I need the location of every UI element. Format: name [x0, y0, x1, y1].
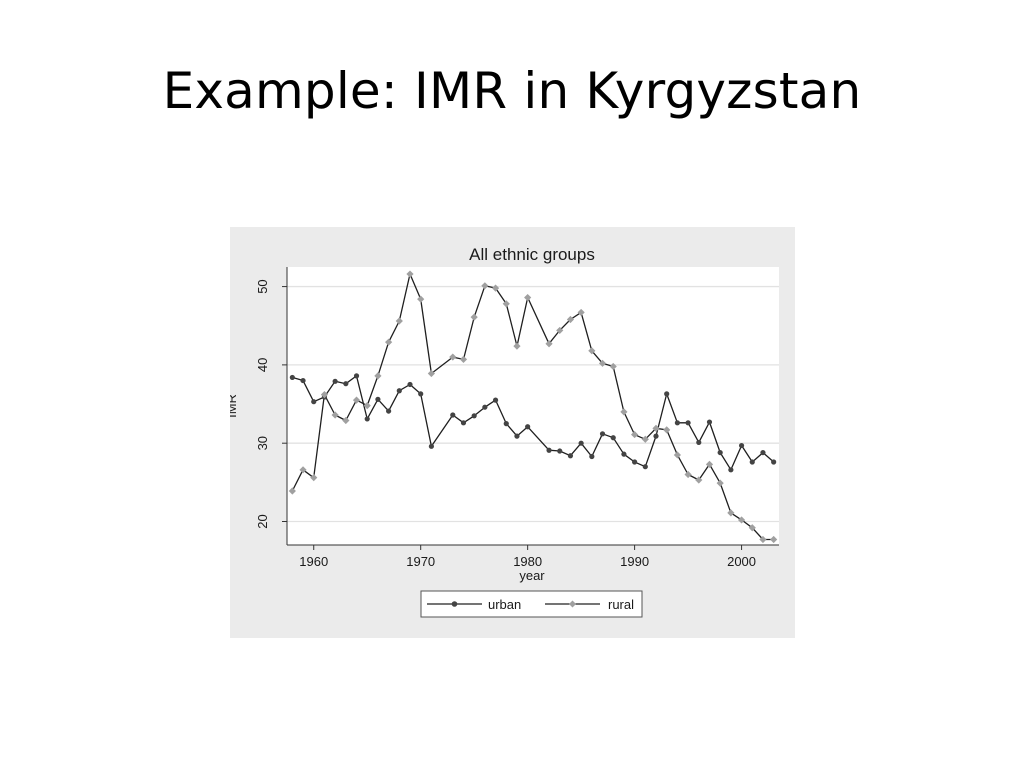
rural-point-1979 [513, 342, 521, 350]
legend-urban-marker [451, 601, 458, 607]
y-tick-label-20: 20 [255, 514, 270, 528]
rural-point-1969 [406, 270, 414, 278]
legend-urban-label: urban [488, 597, 521, 612]
y-tick-label-40: 40 [255, 358, 270, 372]
rural-point-1973 [449, 353, 457, 361]
grid-lines [287, 285, 779, 523]
urban-point-1964 [353, 373, 360, 379]
rural-point-1996 [695, 476, 703, 484]
urban-point-1993 [664, 391, 670, 397]
rural-point-1974 [459, 355, 468, 364]
urban-series-line [292, 375, 775, 471]
rural-point-2001 [748, 524, 756, 532]
urban-point-1978 [503, 421, 509, 427]
rural-point-1991 [641, 435, 649, 443]
slide-title: Example: IMR in Kyrgyzstan [162, 62, 862, 120]
urban-point-1982 [546, 447, 552, 453]
rural-point-1995 [684, 470, 692, 479]
rural-point-1971 [427, 369, 435, 378]
urban-point-1970 [418, 391, 424, 397]
urban-point-1991 [642, 464, 648, 470]
rural-point-1966 [374, 372, 382, 380]
rural-point-2000 [737, 516, 746, 524]
urban-point-1989 [621, 451, 627, 457]
urban-point-1962 [332, 378, 338, 384]
urban-point-1995 [685, 420, 691, 426]
rural-point-1990 [631, 430, 639, 439]
y-tick-label-30: 30 [255, 436, 270, 450]
rural-point-1962 [331, 411, 339, 419]
urban-point-1994 [674, 420, 680, 426]
urban-point-1965 [364, 416, 370, 422]
rural-point-1994 [673, 451, 681, 459]
legend: urban rural [420, 590, 643, 618]
rural-point-1992 [652, 424, 660, 432]
urban-point-1983 [557, 448, 563, 454]
x-axis-label: year [519, 568, 545, 583]
x-tick-label-2000: 2000 [727, 554, 756, 569]
urban-point-1960 [311, 399, 317, 405]
rural-point-1988 [609, 362, 617, 371]
imr-line-chart: All ethnic groups 20 30 40 50 1960 1970 1980 19… [224, 245, 779, 618]
rural-point-1998 [716, 479, 724, 487]
urban-point-1992 [653, 433, 659, 439]
urban-point-1975 [471, 413, 477, 419]
rural-point-1982 [545, 340, 553, 348]
rural-point-1989 [620, 408, 628, 416]
urban-point-1977 [492, 397, 499, 403]
rural-point-1985 [577, 308, 585, 317]
urban-point-1963 [343, 381, 349, 387]
urban-point-1996 [696, 439, 702, 446]
urban-point-2002 [760, 449, 766, 456]
rural-point-1977 [491, 284, 500, 292]
urban-point-1969 [407, 381, 413, 388]
x-tick-label-1980: 1980 [513, 554, 542, 569]
urban-point-1980 [525, 424, 531, 430]
rural-point-1961 [320, 391, 329, 399]
rural-point-2003 [770, 535, 778, 544]
urban-point-1979 [514, 433, 520, 439]
rural-point-1976 [481, 282, 489, 290]
axes: 20 30 40 50 1960 1970 1980 1990 2000 [255, 267, 779, 569]
chart-title: All ethnic groups [469, 245, 595, 264]
x-tick-label-1990: 1990 [620, 554, 649, 569]
x-tick-label-1960: 1960 [299, 554, 328, 569]
urban-point-1997 [706, 419, 713, 425]
urban-point-1990 [632, 459, 638, 465]
urban-point-2000 [738, 442, 745, 449]
urban-point-1973 [450, 412, 456, 418]
urban-point-1988 [610, 435, 616, 441]
rural-point-2002 [759, 535, 767, 544]
urban-point-1974 [460, 420, 467, 426]
rural-point-1986 [588, 347, 596, 355]
urban-point-1985 [578, 440, 584, 446]
x-tick-label-1970: 1970 [406, 554, 435, 569]
urban-point-1987 [599, 431, 606, 437]
legend-rural-label: rural [608, 597, 634, 612]
urban-point-1971 [428, 443, 434, 449]
urban-point-2003 [771, 459, 777, 465]
urban-point-1998 [717, 449, 723, 456]
urban-point-1958 [289, 374, 295, 381]
urban-point-1976 [482, 404, 488, 410]
legend-rural-marker [569, 600, 576, 608]
rural-point-1984 [566, 315, 575, 324]
urban-point-1984 [567, 453, 574, 459]
rural-point-1999 [727, 509, 735, 517]
y-axis-label: IMR [230, 394, 239, 418]
chart-panel: All ethnic groups 20 30 40 50 1960 1970 1980 19… [224, 227, 795, 638]
y-tick-label-50: 50 [255, 279, 270, 293]
urban-point-1959 [300, 377, 306, 384]
urban-point-2001 [749, 459, 755, 465]
urban-point-1966 [375, 396, 381, 402]
urban-point-1968 [396, 388, 402, 394]
urban-point-1999 [728, 467, 734, 473]
urban-point-1967 [386, 408, 392, 414]
rural-point-1983 [556, 326, 564, 335]
urban-point-1986 [589, 453, 595, 460]
rural-point-1960 [310, 474, 318, 482]
